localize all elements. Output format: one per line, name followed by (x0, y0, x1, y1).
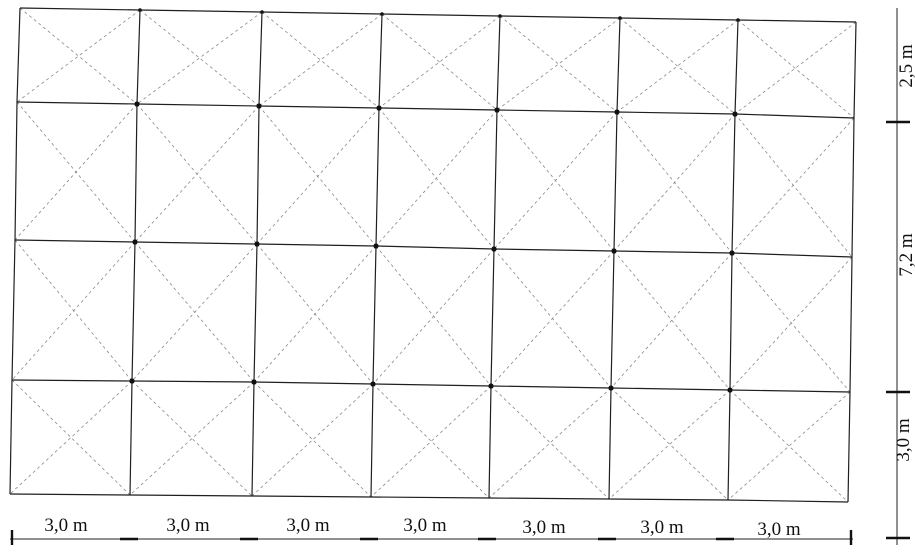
diagonal-line (610, 387, 729, 501)
diagonal-line (261, 11, 380, 109)
diagonal-line (731, 252, 851, 393)
diagonal-line (19, 7, 138, 105)
diagonal-line (253, 381, 372, 498)
bottom-dimension-row: 3,0 m 3,0 m 3,0 m 3,0 m 3,0 m 3,0 m 3,0 … (10, 515, 853, 545)
right-dimension-label: 3,0 m (893, 418, 914, 462)
grid-vertical-line (9, 7, 21, 495)
diagonal-line (129, 381, 255, 496)
diagonal-line (375, 109, 498, 247)
diagonal-line (499, 15, 618, 113)
diagonal-line (139, 9, 260, 107)
grid-node (494, 107, 500, 113)
grid-node (380, 12, 384, 16)
diagonal-line (258, 13, 383, 107)
bottom-dimension-label: 3,0 m (44, 515, 88, 536)
grid-node (132, 239, 138, 245)
grid-vertical-line (129, 9, 141, 496)
diagonal-line (131, 380, 253, 497)
diagonal-line (11, 241, 136, 381)
diagonal-line (134, 105, 260, 243)
grid-horizontal-line (16, 101, 855, 119)
right-dimension-column: 2,5 m 7,2 m 3,0 m (886, 8, 915, 545)
diagonal-line (729, 256, 853, 391)
grid-node (256, 103, 262, 109)
grid-node (488, 383, 494, 389)
grid-node (138, 8, 142, 12)
diagonal-line (372, 383, 490, 499)
diagonal-line (253, 245, 377, 383)
grid-vertical-line (847, 21, 857, 503)
diagonal-line (251, 383, 374, 497)
diagonal-line (490, 250, 615, 387)
diagonal-dashed-lines (9, 7, 857, 503)
grid-nodes (129, 8, 740, 393)
diagonal-line (136, 11, 263, 105)
bottom-dimension-label: 3,0 m (286, 515, 330, 536)
grid-node (251, 379, 257, 385)
right-dimension-label: 7,2 m (896, 233, 915, 277)
grid-node (727, 387, 733, 393)
diagonal-line (727, 391, 851, 501)
diagonal-line (370, 385, 492, 498)
grid-vertical-line (370, 13, 383, 498)
diagonal-line (619, 17, 736, 115)
dimension-annotations: 3,0 m 3,0 m 3,0 m 3,0 m 3,0 m 3,0 m 3,0 … (10, 8, 915, 545)
grid-node (134, 101, 140, 107)
bottom-dimension-label: 3,0 m (640, 517, 684, 538)
grid-node (260, 10, 264, 14)
diagonal-line (381, 13, 498, 111)
diagonal-line (11, 379, 131, 496)
diagonal-line (729, 389, 849, 503)
diagonal-line (737, 19, 855, 119)
diagonal-line (610, 252, 733, 389)
bottom-dimension-label: 3,0 m (522, 517, 566, 538)
diagonal-line (378, 15, 501, 109)
grid-node (608, 385, 614, 391)
grid-horizontal-line (14, 239, 853, 258)
grid-node (614, 109, 620, 115)
grid-node (376, 105, 382, 111)
diagonal-line (16, 9, 141, 103)
grid-node (129, 378, 135, 384)
grid-node (729, 250, 735, 256)
diagonal-line (493, 111, 618, 250)
grid-vertical-line (727, 19, 739, 501)
diagonal-line (734, 21, 857, 115)
grid-horizontal-line (11, 379, 851, 393)
grid-vertical-line (251, 11, 263, 497)
diagonal-line (372, 248, 495, 385)
bottom-dimension-label: 3,0 m (757, 519, 801, 540)
grid-node (254, 241, 260, 247)
grid-node (736, 18, 740, 22)
diagonal-line (9, 380, 133, 495)
diagonal-line (616, 19, 739, 113)
grid-node (370, 381, 376, 387)
diagonal-line (731, 117, 855, 254)
diagonal-line (131, 243, 258, 382)
diagonal-line (496, 17, 621, 111)
grid-vertical-line (608, 17, 621, 500)
grid-node (611, 248, 617, 254)
grid-node (491, 246, 497, 252)
bottom-dimension-label: 3,0 m (166, 515, 210, 536)
grid-node (373, 243, 379, 249)
diagonal-line (608, 389, 731, 500)
grid-horizontal-line (19, 7, 857, 23)
diagonal-line (14, 103, 138, 241)
grid-vertical-line (488, 15, 501, 499)
grid-lines (9, 7, 857, 503)
diagonal-line (613, 113, 736, 252)
diagonal-line (488, 387, 612, 499)
diagonal-line (256, 107, 380, 245)
grid-node (498, 14, 502, 18)
diagonal-line (490, 385, 610, 500)
right-dimension-label: 2,5 m (896, 44, 915, 88)
grid-node (618, 16, 622, 20)
grid-node (732, 111, 738, 117)
grid-horizontal-line (9, 493, 849, 503)
bottom-dimension-label: 3,0 m (403, 515, 447, 536)
